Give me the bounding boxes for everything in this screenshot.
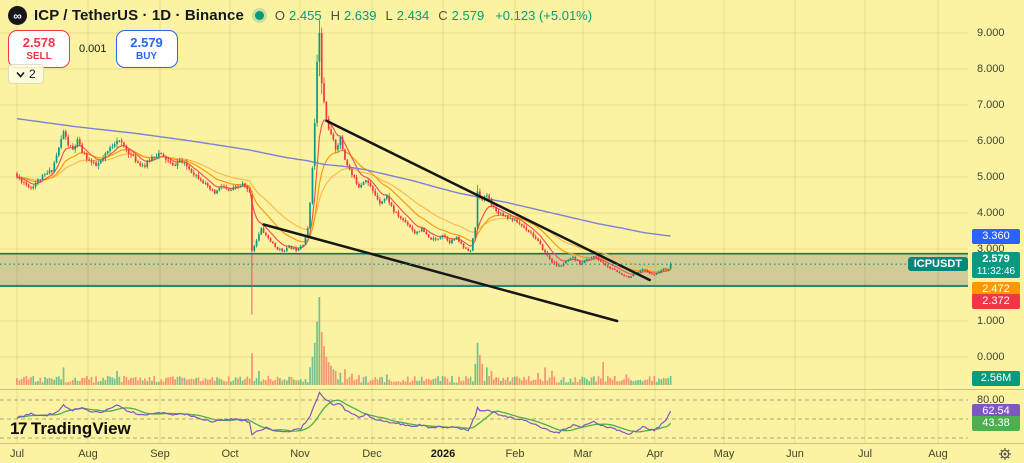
time-axis-label: Mar bbox=[573, 448, 593, 460]
ohlc-close-label: C bbox=[438, 8, 448, 23]
chart-settings-gear-icon[interactable] bbox=[998, 447, 1012, 461]
time-axis-label: Apr bbox=[646, 448, 664, 460]
support-zone-rectangle[interactable] bbox=[0, 252, 968, 287]
price-axis[interactable]: 9.000 8.000 7.000 6.000 5.000 4.000 3.000 1.000… bbox=[968, 0, 1024, 443]
price-axis-label: 9.000 bbox=[977, 27, 1005, 39]
order-panel: 2.578 SELL 0.001 2.579 BUY bbox=[8, 30, 178, 68]
ohlc-close-value: 2.579 bbox=[451, 8, 485, 23]
ohlc-high-label: H bbox=[330, 8, 340, 23]
tradingview-mark-icon: 17 bbox=[10, 419, 27, 438]
ohlc-open-value: 2.455 bbox=[289, 8, 322, 23]
ohlc-low-label: L bbox=[385, 8, 393, 23]
time-axis-label: Sep bbox=[150, 448, 170, 460]
ohlc-high-value: 2.639 bbox=[343, 8, 377, 23]
market-status-icon[interactable] bbox=[254, 11, 264, 20]
last-price-label: 2.579 11:32:46 bbox=[972, 252, 1020, 279]
oscillator-purple-line bbox=[16, 391, 672, 436]
time-axis-label: Aug bbox=[928, 448, 948, 460]
tradingview-logo[interactable]: 17 TradingView bbox=[10, 419, 131, 439]
sell-button[interactable]: 2.578 SELL bbox=[8, 30, 70, 68]
sell-price: 2.578 bbox=[22, 34, 56, 50]
indicators-toggle[interactable]: 2 bbox=[8, 64, 44, 84]
tradingview-logo-text: TradingView bbox=[30, 419, 131, 438]
symbol-header: ∞ ICP / TetherUS · 1D · Binance O 2.455 … bbox=[8, 6, 592, 25]
ohlc-low-value: 2.434 bbox=[396, 8, 430, 23]
price-axis-label: 6.000 bbox=[977, 135, 1005, 147]
time-axis-label: Dec bbox=[362, 448, 382, 460]
price-axis-label: 4.000 bbox=[977, 207, 1005, 219]
buy-price: 2.579 bbox=[130, 34, 163, 50]
time-axis-label: May bbox=[713, 448, 735, 460]
time-axis-label: Aug bbox=[78, 448, 98, 460]
ohlc-change-value: +0.123 (+5.01%) bbox=[495, 8, 593, 23]
price-axis-label: 0.000 bbox=[977, 351, 1005, 363]
time-axis-label: Oct bbox=[221, 448, 239, 460]
indicators-count: 2 bbox=[29, 67, 36, 81]
candlestick-series bbox=[16, 19, 672, 315]
ema-red-price-label: 2.372 bbox=[972, 294, 1020, 309]
ema-orange-price-label: 2.472 bbox=[972, 282, 1020, 297]
volume-histogram bbox=[16, 297, 672, 385]
time-axis-label: Jul bbox=[857, 448, 873, 460]
price-axis-label: 1.000 bbox=[977, 315, 1005, 327]
oscillator-pane bbox=[0, 391, 968, 439]
upper-descending-trendline bbox=[325, 119, 651, 282]
time-axis-label: Feb bbox=[505, 448, 525, 460]
time-axis-label: 2026 bbox=[430, 448, 456, 460]
time-axis-label: Jul bbox=[9, 448, 25, 460]
lower-descending-trendline bbox=[262, 223, 619, 323]
icp-logo-icon: ∞ bbox=[8, 6, 27, 25]
buy-button[interactable]: 2.579 BUY bbox=[115, 30, 178, 68]
spread-value: 0.001 bbox=[79, 43, 107, 55]
oscillator-green-label: 43.38 bbox=[972, 416, 1020, 431]
oscillator-purple-label: 62.54 bbox=[972, 404, 1020, 419]
ohlc-open-label: O bbox=[274, 8, 286, 23]
oscillator-level-label: 80.00 bbox=[977, 394, 1005, 406]
symbol-title[interactable]: ICP / TetherUS · 1D · Binance bbox=[34, 7, 244, 24]
price-axis-label: 5.000 bbox=[977, 171, 1005, 183]
sell-label: SELL bbox=[26, 50, 52, 62]
time-axis-label: Jun bbox=[786, 448, 804, 460]
time-axis-label: Nov bbox=[290, 448, 310, 460]
ma-blue-price-label: 3.360 bbox=[972, 229, 1020, 244]
trendlines[interactable] bbox=[262, 119, 651, 323]
price-axis-label: 7.000 bbox=[977, 99, 1005, 111]
price-axis-label: 3.000 bbox=[977, 243, 1005, 255]
time-axis[interactable]: Jul Aug Sep Oct Nov Dec 2026 Feb Mar Apr May Jun Jul… bbox=[0, 443, 1024, 463]
volume-value-label: 2.56M bbox=[972, 371, 1020, 386]
ma-blue-line bbox=[16, 118, 671, 237]
ohlc-values: O 2.455 H 2.639 L 2.434 C 2.579 +0.123 (… bbox=[275, 8, 592, 23]
price-line-symbol-tag: ICPUSDT bbox=[907, 257, 968, 271]
buy-label: BUY bbox=[135, 50, 158, 62]
chevron-down-icon bbox=[16, 71, 25, 78]
price-axis-label: 8.000 bbox=[977, 63, 1005, 75]
